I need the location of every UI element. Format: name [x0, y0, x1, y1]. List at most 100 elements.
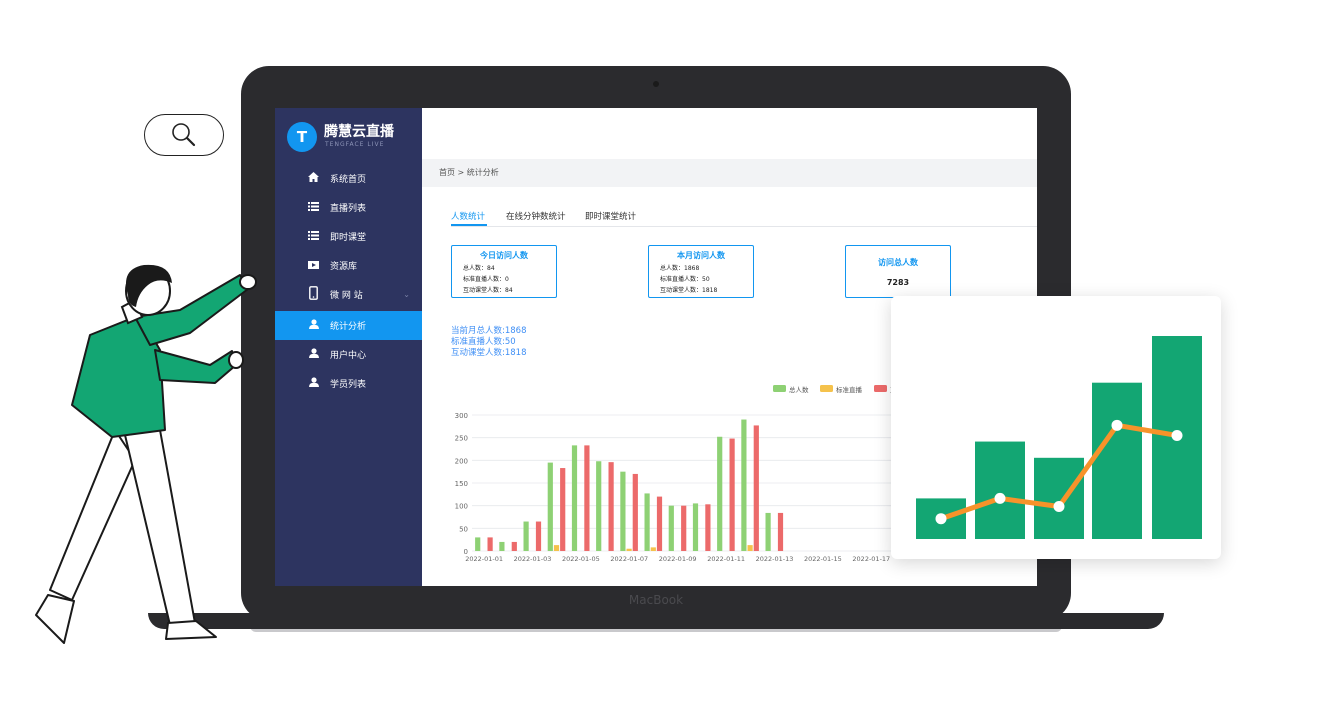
sidebar-item-microsite[interactable]: 微 网 站 ⌄	[275, 280, 422, 309]
sidebar-item-label: 用户中心	[330, 351, 367, 361]
sidebar-item-label: 直播列表	[330, 204, 367, 214]
bar-standard	[747, 545, 753, 551]
bar-interactive	[729, 438, 735, 551]
bar-standard	[626, 548, 632, 551]
bar-interactive	[535, 521, 542, 551]
laptop-base-shadow	[250, 626, 1062, 632]
bar-interactive	[584, 445, 590, 551]
person-illustration	[35, 264, 257, 644]
app-title: 腾慧云直播	[324, 124, 394, 140]
y-tick-label: 150	[455, 480, 468, 488]
card-line: 互动课堂人数：1818	[660, 287, 718, 294]
search-pill	[144, 114, 224, 156]
sidebar: T 腾慧云直播 TENGFACE LIVE 系统首页 直播列表 即时课堂	[275, 108, 422, 586]
list-icon	[307, 230, 320, 243]
bar-interactive	[753, 425, 759, 551]
legend-label: 总人数	[789, 385, 809, 394]
laptop-camera	[653, 81, 659, 87]
y-tick-label: 100	[455, 503, 468, 511]
sidebar-item-resources[interactable]: 资源库	[275, 251, 422, 280]
bar-interactive	[705, 504, 711, 551]
y-tick-label: 300	[455, 412, 468, 420]
bar-total	[523, 521, 529, 551]
legend-swatch	[874, 385, 887, 392]
card-title: 本月访问人数	[677, 251, 725, 260]
tab-online-minutes[interactable]: 在线分钟数统计	[506, 212, 566, 222]
x-tick-label: 2022-01-15	[804, 555, 842, 563]
overlay-chart	[916, 336, 1202, 539]
sidebar-item-classroom[interactable]: 即时课堂	[275, 222, 422, 251]
x-tick-label: 2022-01-03	[514, 555, 552, 563]
overlay-bar	[1092, 382, 1142, 539]
bar-total	[475, 537, 481, 551]
x-tick-label: 2022-01-07	[610, 555, 648, 563]
x-tick-label: 2022-01-09	[659, 555, 697, 563]
sidebar-item-label: 即时课堂	[330, 233, 367, 243]
logo-mark: T	[287, 122, 317, 152]
x-tick-label: 2022-01-13	[756, 555, 794, 563]
sidebar-item-students[interactable]: 学员列表	[275, 369, 422, 398]
app-subtitle: TENGFACE LIVE	[325, 141, 385, 148]
tab-divider	[451, 226, 1037, 227]
total-visits-card: 访问总人数 7283	[845, 245, 951, 298]
overlay-point	[1171, 429, 1183, 441]
bar-interactive	[656, 496, 663, 551]
logo[interactable]: T 腾慧云直播 TENGFACE LIVE	[287, 118, 417, 156]
overlay-point	[935, 513, 947, 525]
user-icon	[307, 319, 320, 332]
card-line: 标准直播人数：50	[660, 276, 710, 283]
x-tick-label: 2022-01-01	[465, 555, 503, 563]
bar-total	[741, 419, 747, 551]
overlay-point	[994, 492, 1006, 504]
bar-standard	[553, 545, 560, 551]
legend-label: 标准直播	[836, 385, 863, 394]
y-tick-label: 50	[459, 525, 468, 533]
magnifier-icon	[172, 123, 196, 147]
x-tick-label: 2022-01-17	[852, 555, 890, 563]
bar-interactive	[777, 512, 784, 551]
summary-interactive: 互动课堂人数:1818	[451, 348, 527, 358]
card-line: 总人数：1868	[660, 265, 700, 272]
laptop-brand: MacBook	[628, 593, 684, 607]
breadcrumb[interactable]: 首页 > 统计分析	[439, 168, 499, 177]
user-icon	[307, 377, 320, 390]
bar-total	[692, 503, 699, 551]
bar-interactive	[632, 473, 638, 551]
bar-total	[765, 512, 771, 551]
breadcrumb-bar	[422, 159, 1037, 187]
month-visits-card: 本月访问人数 总人数：1868 标准直播人数：50 互动课堂人数：1818	[648, 245, 754, 298]
sidebar-item-statistics[interactable]: 统计分析	[275, 311, 422, 340]
today-visits-card: 今日访问人数 总人数：84 标准直播人数：0 互动课堂人数：84	[451, 245, 557, 298]
overlay-point	[1111, 419, 1123, 431]
sidebar-item-user-center[interactable]: 用户中心	[275, 340, 422, 369]
y-tick-label: 250	[455, 435, 468, 443]
tab-people-stats[interactable]: 人数统计	[451, 212, 486, 222]
y-tick-label: 0	[464, 548, 468, 556]
media-icon	[307, 259, 320, 272]
overlay-bar	[1034, 457, 1084, 539]
bar-total	[571, 445, 578, 551]
x-tick-label: 2022-01-05	[562, 555, 600, 563]
bar-total	[620, 471, 626, 551]
bar-total	[547, 462, 553, 551]
overlay-bar	[975, 441, 1025, 539]
card-total-value: 7283	[886, 278, 910, 287]
overlay-point	[1053, 501, 1065, 513]
sidebar-item-home[interactable]: 系统首页	[275, 164, 422, 193]
bar-total	[499, 541, 505, 551]
overlay-chart-card	[891, 296, 1221, 559]
summary-total: 当前月总人数:1868	[451, 326, 527, 336]
sidebar-item-live-list[interactable]: 直播列表	[275, 193, 422, 222]
summary-standard: 标准直播人数:50	[451, 337, 516, 347]
tab-classroom-stats[interactable]: 即时课堂统计	[585, 212, 637, 222]
phone-icon	[307, 286, 320, 303]
home-icon	[307, 172, 320, 185]
card-line: 总人数：84	[463, 265, 495, 272]
chevron-down-icon: ⌄	[403, 290, 410, 299]
bar-interactive	[511, 541, 517, 551]
card-title: 今日访问人数	[480, 251, 528, 260]
legend-swatch	[773, 385, 786, 392]
card-title: 访问总人数	[878, 258, 918, 267]
top-bar	[422, 108, 1037, 159]
laptop-base	[148, 613, 1164, 629]
